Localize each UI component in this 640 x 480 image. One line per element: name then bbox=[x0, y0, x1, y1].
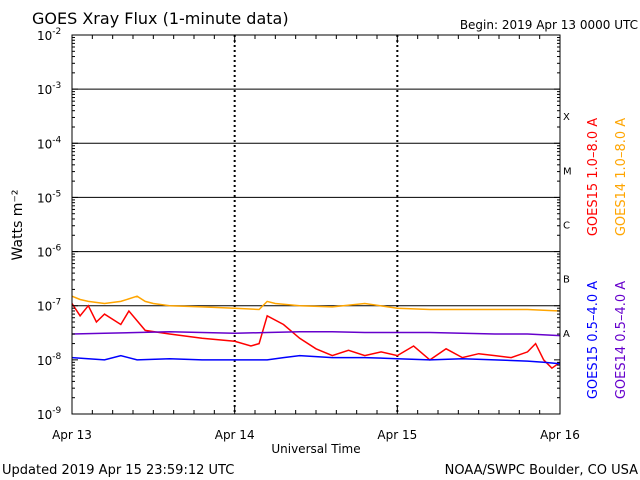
series-goes14_long bbox=[72, 295, 560, 312]
legend-item-goes15_long: GOES15 1.0–8.0 A bbox=[586, 118, 601, 236]
y-axis: 10-9 10-8 10-7 10-6 10-5 10-4 10-3 10-2 bbox=[37, 27, 560, 422]
flare-class-labels: X M C B A bbox=[563, 112, 572, 340]
legend-item-goes14_long: GOES14 1.0–8.0 A bbox=[614, 118, 629, 236]
y-tick-label: 10-5 bbox=[37, 189, 61, 205]
flare-class-a: A bbox=[563, 329, 570, 340]
y-tick-label: 10-7 bbox=[37, 298, 61, 314]
legend-item-goes15_short: GOES15 0.5–4.0 A bbox=[586, 281, 601, 399]
flare-class-b: B bbox=[563, 275, 570, 286]
grid-lines bbox=[72, 35, 560, 414]
series-goes14_short bbox=[72, 331, 560, 337]
x-tick-label: Apr 15 bbox=[377, 428, 417, 442]
credit: NOAA/SWPC Boulder, CO USA bbox=[445, 463, 638, 478]
y-tick-label: 10-9 bbox=[37, 406, 62, 422]
y-tick-label: 10-8 bbox=[37, 352, 62, 368]
x-axis-label: Universal Time bbox=[271, 442, 360, 456]
series-layer bbox=[72, 295, 560, 370]
x-tick-label: Apr 13 bbox=[52, 428, 92, 442]
y-tick-label: 10-3 bbox=[37, 81, 61, 97]
y-axis-label: Watts m⁻² bbox=[10, 190, 26, 261]
chart-title: GOES Xray Flux (1-minute data) bbox=[32, 9, 289, 28]
flare-class-c: C bbox=[563, 221, 570, 232]
legend-item-goes14_short: GOES14 0.5–4.0 A bbox=[614, 281, 629, 399]
x-axis: Apr 13 Apr 14 Apr 15 Apr 16 bbox=[52, 35, 580, 442]
flare-class-m: M bbox=[563, 166, 572, 177]
series-goes15_short bbox=[72, 354, 560, 365]
y-tick-label: 10-2 bbox=[37, 27, 61, 43]
series-goes15_long bbox=[72, 303, 560, 370]
begin-date: Begin: 2019 Apr 13 0000 UTC bbox=[460, 18, 638, 32]
y-tick-label: 10-4 bbox=[37, 135, 62, 151]
x-tick-label: Apr 16 bbox=[540, 428, 580, 442]
y-tick-label: 10-6 bbox=[37, 244, 62, 260]
flare-class-x: X bbox=[563, 112, 570, 123]
updated-timestamp: Updated 2019 Apr 15 23:59:12 UTC bbox=[2, 463, 234, 478]
x-tick-label: Apr 14 bbox=[215, 428, 255, 442]
legend: GOES15 1.0–8.0 A GOES14 1.0–8.0 A GOES15 0… bbox=[586, 118, 629, 399]
